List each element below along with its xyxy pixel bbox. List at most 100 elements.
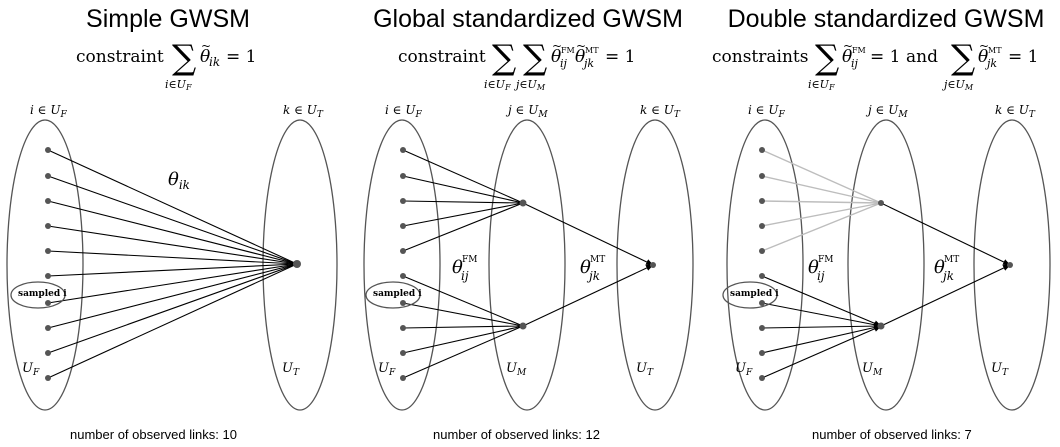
nodes-uf [759,147,765,381]
population-oval-um [488,119,566,411]
node-i [759,223,765,229]
edge-label-theta-mt: θ MT jk [934,255,959,283]
theta-mt: θ [978,47,988,67]
set-letter-uf: UF [735,361,753,378]
theta-fm-sup: FM [561,46,575,55]
link-line [47,200,298,265]
theta-mt-sub: jk [581,57,594,70]
constraint-formula: constraint ∑ i∈UF ∑ j∈UM θ ~ FM ij θ ~ M… [398,38,635,92]
svg-text:jk: jk [984,57,997,70]
link-line-fm-unobserved [761,202,882,252]
edge-label-theta-fm: θ FM ij [452,255,477,283]
links-ik [47,149,298,379]
link-line [47,263,298,379]
link-line-fm [402,302,524,327]
node-i [759,198,765,204]
constraint-word: constraints [712,47,808,67]
link-line-mt [522,264,654,327]
svg-text:θ: θ [934,257,945,278]
link-line-fm [402,149,524,204]
population-oval-uf [6,119,84,411]
set-label-ut: k ∈ UT [640,103,681,120]
node-i [400,173,406,179]
link-line-fm [761,325,882,379]
node-i [759,375,765,381]
sampled-label: sampled i [730,289,779,299]
edge-label-theta-mt: θ MT jk [580,255,605,283]
links-ijk [402,149,654,379]
sum-subscript-2: j∈UM [513,78,546,92]
panel-title: Simple GWSM [86,5,250,33]
sum-subscript-1: i∈UF [484,78,511,92]
node-k [650,262,656,268]
link-line [47,225,298,265]
theta-fm: θ [842,47,852,67]
node-j-lower [877,322,885,330]
constraint-equals: = 1 [226,47,256,67]
link-line [47,263,298,304]
sum-subscript: i∈UF [165,78,192,92]
node-i [45,198,51,204]
svg-text:MT: MT [590,255,605,265]
sampled-oval [722,281,778,309]
node-i [45,248,51,254]
svg-text:θ: θ [452,257,463,278]
panel-simple-gwsm: Simple GWSM constraint ∑ i∈UF θ ~ ik = 1… [6,5,338,442]
sampled-label: sampled i [18,289,67,299]
svg-text:MT: MT [944,255,959,265]
link-line-mt [880,202,1011,266]
population-oval-uf [363,119,441,411]
node-i [45,173,51,179]
panel-double-standardized-gwsm: Double standardized GWSM constraints ∑ i… [712,5,1051,442]
population-oval-ut [262,119,338,411]
edge-label-theta: θik [168,169,190,192]
set-label-ut: k ∈ UT [995,103,1036,120]
constraint-formula: constraints ∑ i∈UF θ ~ FM ij = 1 and ∑ j… [712,38,1038,92]
node-sampled-i [45,300,51,306]
node-i [45,350,51,356]
node-i [45,223,51,229]
constraint-equals-2: = 1 [1008,47,1038,67]
node-i [400,248,406,254]
node-i [759,273,765,279]
node-i [400,375,406,381]
node-i [45,375,51,381]
link-line-mt [880,264,1011,327]
node-i [400,147,406,153]
link-line-fm [402,325,524,329]
observed-links-count: number of observed links: 12 [433,427,600,442]
theta-tilde: θ [200,47,210,67]
set-letter-ut: UT [282,361,300,378]
node-j-upper [519,199,527,207]
theta-mt-sup: MT [585,46,599,55]
panel-global-standardized-gwsm: Global standardized GWSM constraint ∑ i∈… [363,5,694,442]
svg-text:~: ~ [843,39,853,53]
node-i [400,273,406,279]
link-line-mt [522,202,654,266]
node-i [759,173,765,179]
link-line-fm [761,324,882,354]
theta-mt: θ [575,47,585,67]
link-line-fm [761,323,882,330]
node-i [45,325,51,331]
svg-text:θ: θ [580,257,591,278]
link-line [47,250,298,265]
sum-symbol-2: ∑ [951,38,975,78]
sampled-label: sampled i [373,289,422,299]
observed-links-count: number of observed links: 7 [812,427,972,442]
node-sampled-i [759,300,765,306]
link-line-fm-unobserved [761,175,882,204]
theta-subscript: ik [209,55,220,69]
svg-text:FM: FM [462,255,477,265]
sum-symbol-1: ∑ [492,38,516,78]
sum-subscript-2: j∈UM [941,78,974,92]
panel-title: Global standardized GWSM [373,5,683,33]
link-line-fm-unobserved [761,149,882,204]
link-line-fm-unobserved [761,200,882,204]
node-i [759,248,765,254]
set-label-uf: i ∈ UF [748,103,785,120]
link-line-fm [761,275,882,327]
observed-links-count: number of observed links: 10 [70,427,237,442]
node-k [1007,262,1013,268]
node-i [759,325,765,331]
